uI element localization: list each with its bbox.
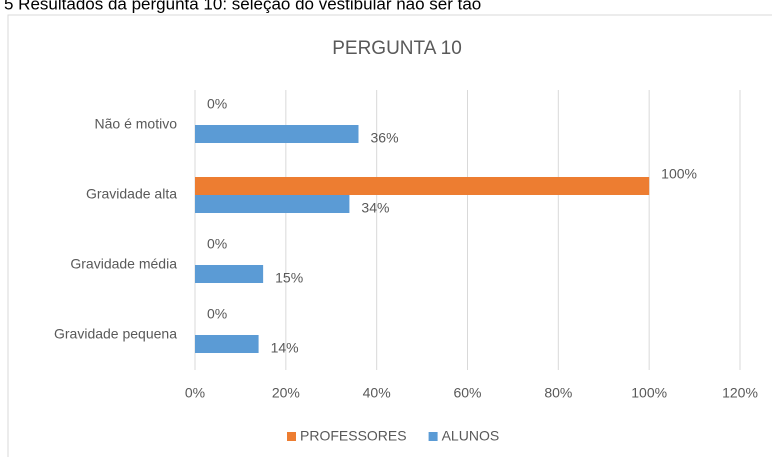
- bar: [195, 335, 259, 353]
- caption: 5 Resultados da pergunta 10: seleção do …: [4, 0, 481, 13]
- x-tick-label: 100%: [631, 385, 667, 401]
- data-label: 14%: [271, 340, 299, 356]
- data-label: 36%: [371, 130, 399, 146]
- y-tick-label: Gravidade pequena: [54, 326, 177, 342]
- x-tick-label: 80%: [544, 385, 572, 401]
- bar: [195, 177, 650, 195]
- data-label: 0%: [207, 96, 227, 112]
- bar: [195, 265, 264, 283]
- data-label: 0%: [207, 306, 227, 322]
- chart-title: PERGUNTA 10: [332, 38, 462, 59]
- y-tick-label: Gravidade alta: [86, 186, 177, 202]
- chart-border: [7, 14, 772, 457]
- bar: [195, 195, 350, 213]
- x-tick-label: 0%: [185, 385, 205, 401]
- data-label: 34%: [361, 200, 389, 216]
- x-tick-label: 120%: [722, 385, 758, 401]
- y-tick-label: Gravidade média: [70, 256, 177, 272]
- legend-swatch: [428, 432, 438, 441]
- data-label: 0%: [207, 236, 227, 252]
- legend-label: ALUNOS: [442, 428, 500, 444]
- x-tick-label: 20%: [272, 385, 300, 401]
- legend-swatch: [287, 432, 296, 441]
- data-label: 15%: [275, 270, 303, 286]
- bar: [195, 125, 359, 143]
- x-tick-label: 60%: [453, 385, 481, 401]
- legend-label: PROFESSORES: [300, 428, 407, 444]
- x-tick-label: 40%: [363, 385, 391, 401]
- data-label: 100%: [661, 166, 697, 182]
- y-tick-label: Não é motivo: [95, 116, 178, 132]
